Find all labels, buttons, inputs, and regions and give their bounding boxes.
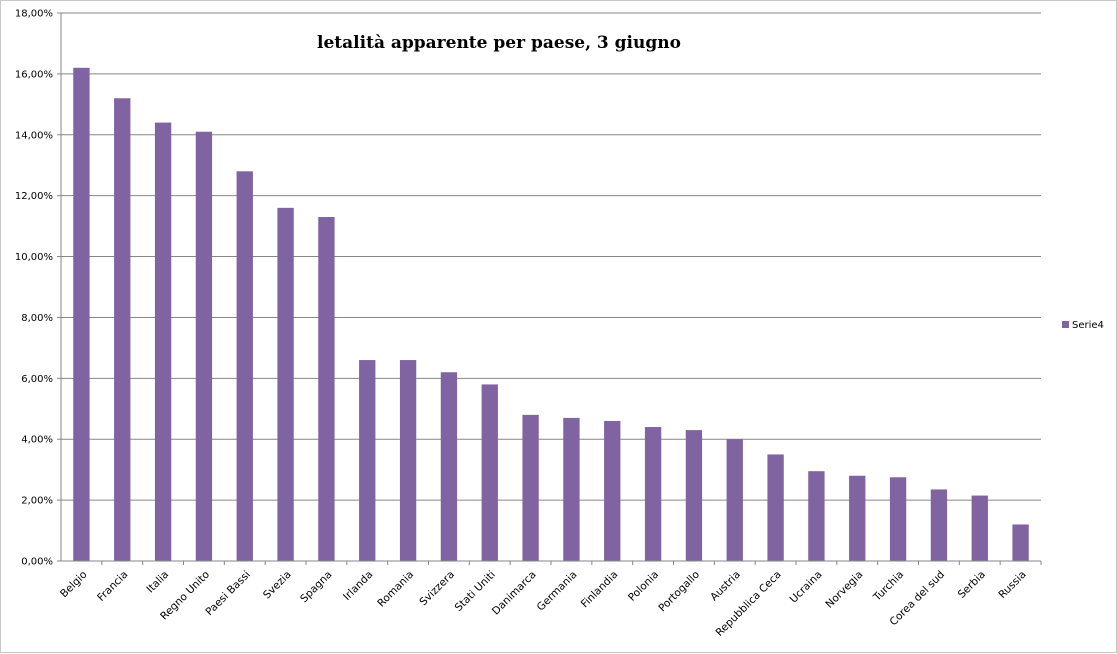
- y-tick-label: 8,00%: [21, 313, 53, 324]
- bar: [318, 216, 335, 561]
- bar: [726, 439, 743, 561]
- chart-title: letalità apparente per paese, 3 giugno: [317, 33, 681, 53]
- bar: [522, 414, 539, 561]
- x-tick-label: Svezia: [261, 569, 294, 602]
- legend-swatch: [1062, 321, 1069, 328]
- x-tick-label: Spagna: [298, 569, 334, 605]
- bar: [685, 430, 703, 561]
- legend: Serie4: [1062, 320, 1104, 331]
- bar: [563, 417, 580, 561]
- bar: [1012, 524, 1029, 561]
- y-tick-label: 18,00%: [15, 9, 53, 20]
- x-tick-label: Germania: [535, 569, 580, 614]
- x-tick-label: Romania: [375, 569, 416, 610]
- x-tick-label: Serbia: [956, 569, 988, 601]
- x-tick-label: Russia: [996, 569, 1028, 601]
- bar: [767, 454, 784, 561]
- bar: [195, 131, 213, 561]
- x-tick-label: Francia: [95, 569, 130, 604]
- x-tick-label: Irlanda: [341, 569, 375, 603]
- y-tick-label: 2,00%: [21, 496, 53, 507]
- x-tick-label: Italia: [144, 569, 171, 596]
- x-tick-label: Svizzera: [417, 569, 457, 609]
- bar: [930, 489, 948, 561]
- bar: [359, 360, 376, 561]
- legend-label: Serie4: [1072, 320, 1104, 331]
- bar: [604, 420, 621, 561]
- bar: [440, 372, 458, 561]
- bar: [808, 471, 825, 561]
- bar: [277, 207, 294, 561]
- y-tick-label: 14,00%: [15, 130, 53, 141]
- gridlines: [57, 12, 1041, 562]
- x-tick-label: Turchia: [871, 569, 907, 605]
- y-tick-label: 10,00%: [15, 252, 53, 263]
- x-tick-label: Portogallo: [656, 569, 702, 615]
- y-tick-label: 16,00%: [15, 69, 53, 80]
- x-tick-label: Danimarca: [490, 569, 539, 618]
- x-tick-label: Ucraina: [788, 569, 825, 606]
- y-tick-label: 4,00%: [21, 435, 53, 446]
- bar: [889, 477, 907, 561]
- x-tick-label: Belgio: [58, 569, 90, 601]
- bar: [481, 384, 498, 561]
- x-tick-label: Austria: [708, 569, 743, 604]
- bar: [849, 475, 866, 561]
- y-tick-labels: 0,00% 2,00% 4,00% 6,00% 8,00% 10,00% 12,00% 14,…: [15, 9, 53, 568]
- bar: [73, 67, 90, 562]
- x-tick-label: Norvegia: [823, 569, 865, 611]
- bars: [73, 67, 1029, 562]
- x-tick-label: Polonia: [626, 569, 661, 604]
- bar: [399, 360, 417, 561]
- x-tick-label: Finlandia: [579, 569, 621, 611]
- y-tick-label: 6,00%: [21, 374, 53, 385]
- bar: [644, 427, 662, 561]
- bar: [236, 171, 253, 562]
- y-tick-label: 12,00%: [15, 191, 53, 202]
- bar: [971, 495, 988, 561]
- bar: [154, 122, 172, 561]
- bar: [114, 98, 131, 561]
- y-tick-label: 0,00%: [21, 557, 53, 568]
